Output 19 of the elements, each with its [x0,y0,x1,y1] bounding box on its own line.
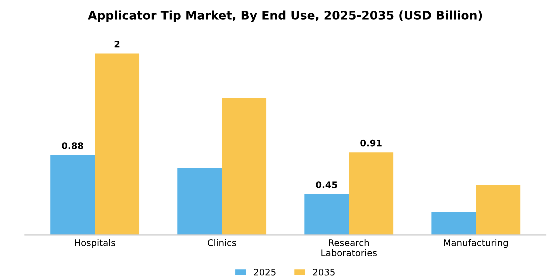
chart-title: Applicator Tip Market, By End Use, 2025-2035 (USD Billion) [88,10,482,22]
x-tick-label: Clinics [208,239,236,246]
data-label: 0.91 [360,140,382,147]
data-label: 0.88 [62,142,84,150]
bar [178,168,222,236]
data-label: 0.45 [316,182,338,188]
bar [349,152,394,236]
bar [304,194,350,236]
bar [95,54,140,236]
x-tick-label: Research Laboratories [322,239,377,256]
data-label: 2 [114,40,120,48]
bar [432,212,476,236]
bar [222,98,267,236]
x-tick-label: Manufacturing [444,239,508,248]
bar [476,185,521,236]
x-tick-label: Hospitals [75,239,116,248]
legend-label: 2035 [313,268,335,276]
legend-label: 2025 [254,268,276,276]
bar [50,155,96,236]
